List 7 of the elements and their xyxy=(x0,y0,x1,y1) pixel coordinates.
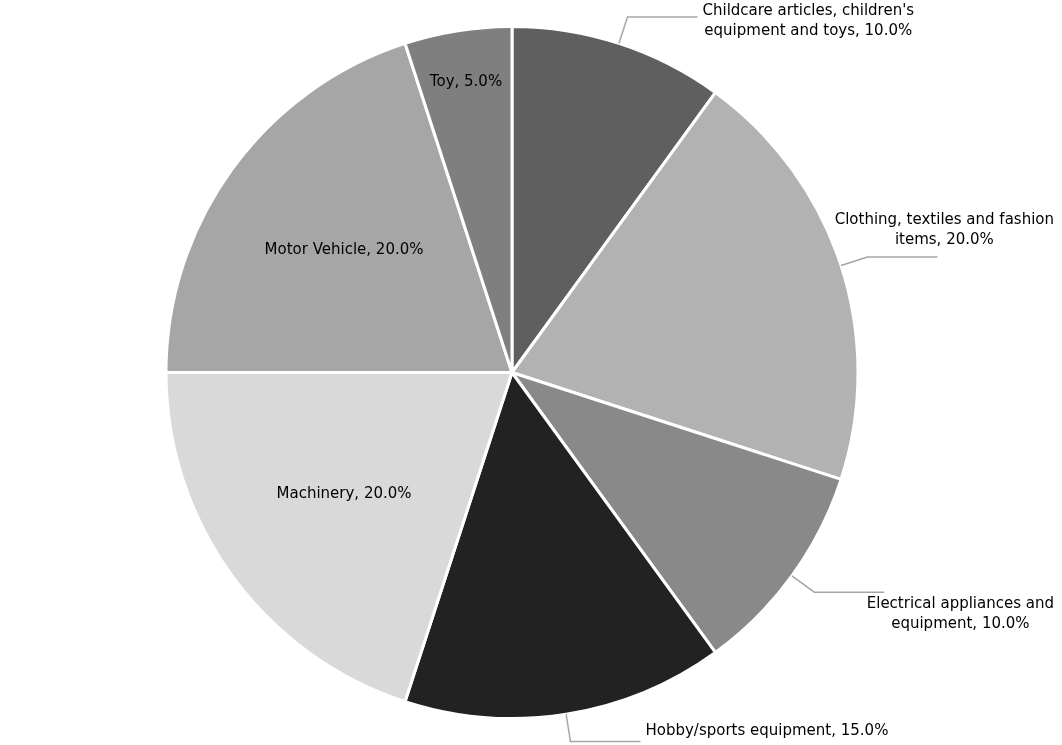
slice-label: Hobby/sports equipment, 15.0% xyxy=(645,720,889,739)
slice-label: Machinery, 20.0% xyxy=(276,484,412,503)
slice-label: Electrical appliances and equipment, 10.0% xyxy=(866,593,1054,632)
slice-label: Motor Vehicle, 20.0% xyxy=(264,240,424,259)
slice-label: Toy, 5.0% xyxy=(428,71,503,90)
slice-label: Clothing, textiles and fashion items, 20.0% xyxy=(834,210,1054,249)
slice-label: Childcare articles, children's equipment and toys, 10.0% xyxy=(702,1,915,40)
